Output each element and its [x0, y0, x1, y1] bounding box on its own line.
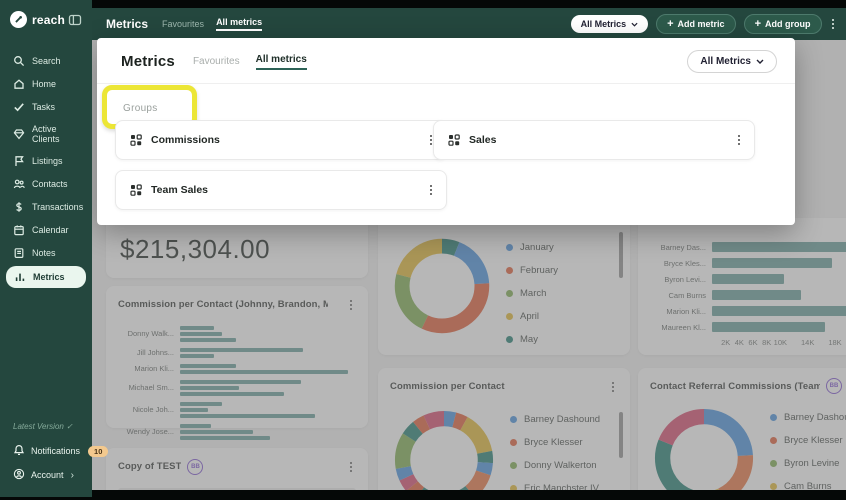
add-metric-button[interactable]: + Add metric — [656, 14, 736, 34]
flag-icon — [13, 155, 25, 167]
group-card-team-sales[interactable]: Team Sales — [115, 170, 447, 210]
sidebar-nav: Search Home Tasks Active Clients Listing… — [0, 50, 92, 288]
sidebar-item-label: Listings — [32, 156, 63, 166]
version-text: Latest Version ✓ — [13, 422, 73, 431]
metrics-modal: Metrics Favourites All metrics All Metri… — [97, 38, 795, 225]
plus-icon: + — [754, 18, 761, 30]
sidebar-item-label: Tasks — [32, 102, 56, 112]
add-group-button[interactable]: + Add group — [743, 14, 822, 34]
notifications-badge: 10 — [88, 445, 109, 457]
sidebar: reach Search Home Tasks Active Clients — [0, 0, 109, 497]
sidebar-item-label: Notes — [32, 248, 56, 258]
calendar-icon — [13, 224, 25, 236]
header-more-menu-icon[interactable] — [828, 15, 839, 33]
sidebar-item-transactions[interactable]: Transactions — [0, 196, 92, 218]
sidebar-item-label: Search — [32, 56, 61, 66]
sidebar-item-label: Calendar — [32, 225, 69, 235]
metrics-filter-dropdown[interactable]: All Metrics — [570, 15, 649, 33]
sidebar-item-active-clients[interactable]: Active Clients — [0, 119, 92, 149]
group-menu-icon[interactable] — [426, 131, 437, 149]
notifications-label: Notifications — [31, 446, 81, 456]
groups-section-label: Groups — [123, 103, 158, 114]
dollar-icon — [13, 201, 25, 213]
brand-row: reach — [0, 0, 92, 38]
sidebar-item-listings[interactable]: Listings — [0, 150, 92, 172]
account-icon — [13, 468, 25, 482]
bell-icon — [13, 444, 25, 458]
main-area: Metrics Favourites All metrics All Metri… — [92, 8, 846, 490]
sidebar-collapse-icon[interactable] — [68, 13, 82, 27]
sidebar-item-label: Contacts — [32, 179, 68, 189]
brand-name: reach — [32, 12, 66, 27]
chevron-down-icon — [756, 59, 764, 64]
sidebar-item-label: Transactions — [32, 202, 84, 212]
modal-header: Metrics Favourites All metrics All Metri… — [97, 38, 795, 84]
group-menu-icon[interactable] — [734, 131, 745, 149]
tab-favourites[interactable]: Favourites — [162, 19, 205, 29]
sidebar-item-notes[interactable]: Notes — [0, 242, 92, 264]
sidebar-item-home[interactable]: Home — [0, 73, 92, 95]
account-item[interactable]: Account › — [0, 463, 92, 487]
reach-logo-icon — [10, 11, 27, 28]
sidebar-item-tasks[interactable]: Tasks — [0, 96, 92, 118]
search-icon — [13, 55, 25, 67]
check-icon: ✓ — [66, 422, 73, 431]
note-icon — [13, 247, 25, 259]
plus-icon: + — [667, 18, 674, 30]
sidebar-item-search[interactable]: Search — [0, 50, 92, 72]
chevron-down-icon — [631, 22, 638, 27]
group-name: Sales — [469, 134, 497, 146]
group-menu-icon[interactable] — [426, 181, 437, 199]
group-name: Commissions — [151, 134, 220, 146]
group-grid-icon — [130, 184, 142, 196]
page-title: Metrics — [106, 17, 149, 31]
sidebar-item-label: Active Clients — [32, 124, 60, 144]
bar-chart-icon — [14, 271, 26, 283]
modal-tab-all-metrics[interactable]: All metrics — [255, 54, 307, 70]
modal-tab-favourites[interactable]: Favourites — [192, 56, 240, 67]
group-grid-icon — [448, 134, 460, 146]
modal-title: Metrics — [121, 53, 175, 70]
gem-icon — [13, 128, 25, 140]
sidebar-item-label: Metrics — [33, 272, 65, 282]
modal-filter-dropdown[interactable]: All Metrics — [687, 50, 777, 73]
home-icon — [13, 78, 25, 90]
top-header: Metrics Favourites All metrics All Metri… — [92, 8, 846, 40]
sidebar-footer: Latest Version ✓ Notifications 10 Accoun… — [0, 422, 109, 487]
check-icon — [13, 101, 25, 113]
chevron-right-icon: › — [70, 469, 74, 481]
account-label: Account — [31, 470, 64, 480]
people-icon — [13, 178, 25, 190]
tab-all-metrics[interactable]: All metrics — [216, 17, 263, 31]
group-grid-icon — [130, 134, 142, 146]
group-card-sales[interactable]: Sales — [433, 120, 755, 160]
notifications-item[interactable]: Notifications 10 — [0, 439, 109, 463]
sidebar-item-contacts[interactable]: Contacts — [0, 173, 92, 195]
group-card-commissions[interactable]: Commissions — [115, 120, 447, 160]
group-name: Team Sales — [151, 184, 209, 196]
sidebar-item-calendar[interactable]: Calendar — [0, 219, 92, 241]
sidebar-item-metrics[interactable]: Metrics — [6, 266, 86, 288]
sidebar-item-label: Home — [32, 79, 57, 89]
